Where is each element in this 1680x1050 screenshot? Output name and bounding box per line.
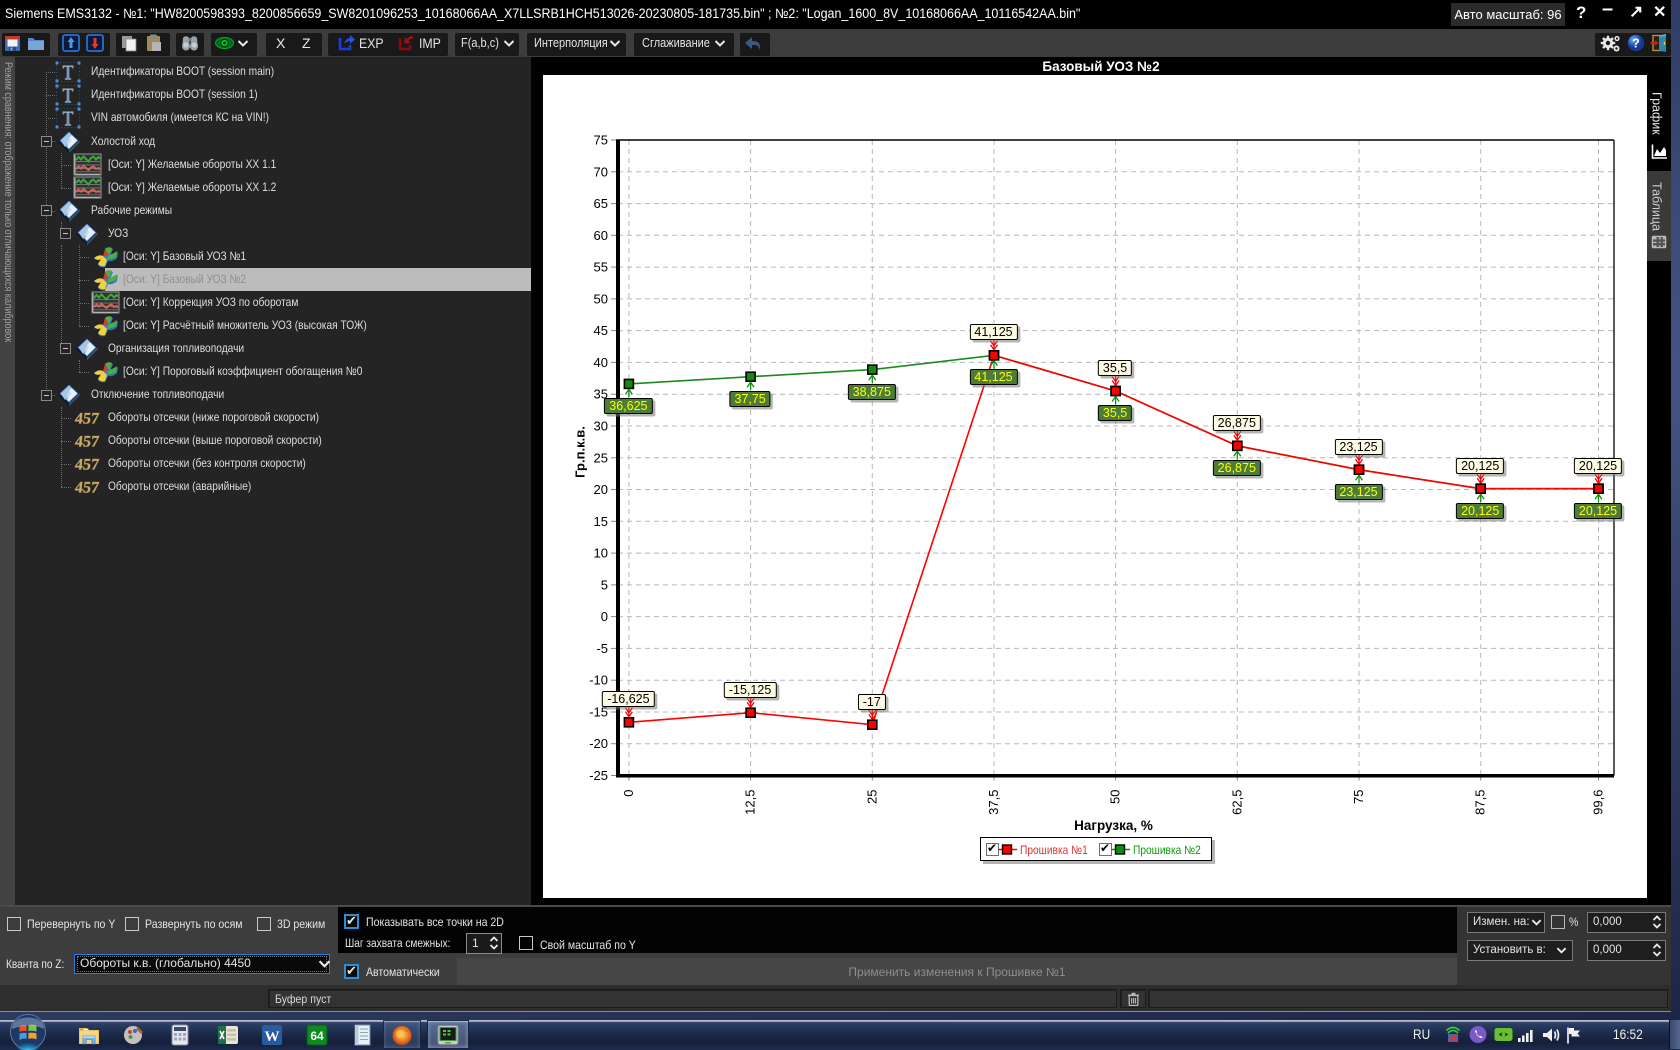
svg-text:Гр.п.к.в.: Гр.п.к.в. xyxy=(572,426,587,478)
svg-text:64: 64 xyxy=(310,1029,324,1043)
svg-text:75: 75 xyxy=(593,133,607,148)
svg-text:0: 0 xyxy=(620,790,635,797)
svg-text:-25: -25 xyxy=(589,768,608,783)
svg-text:25: 25 xyxy=(864,790,879,804)
svg-text:20: 20 xyxy=(593,482,607,497)
svg-text:0: 0 xyxy=(600,609,607,624)
svg-text:30: 30 xyxy=(593,419,607,434)
svg-text:?: ? xyxy=(1632,37,1640,51)
svg-text:62,5: 62,5 xyxy=(1229,790,1244,815)
svg-text:99,6: 99,6 xyxy=(1590,790,1605,815)
svg-text:-5: -5 xyxy=(596,641,608,656)
svg-text:60: 60 xyxy=(593,228,607,243)
svg-text:40: 40 xyxy=(593,355,607,370)
svg-text:50: 50 xyxy=(593,291,607,306)
svg-text:-10: -10 xyxy=(589,673,608,688)
svg-text:-15: -15 xyxy=(589,705,608,720)
svg-text:75: 75 xyxy=(1351,790,1366,804)
svg-text:5: 5 xyxy=(600,577,607,592)
svg-text:65: 65 xyxy=(593,196,607,211)
svg-text:W: W xyxy=(265,1029,280,1045)
svg-text:70: 70 xyxy=(593,164,607,179)
svg-text:457: 457 xyxy=(74,457,100,473)
svg-text:15: 15 xyxy=(593,514,607,529)
svg-text:-20: -20 xyxy=(589,736,608,751)
svg-text:50: 50 xyxy=(1107,790,1122,804)
svg-text:457: 457 xyxy=(74,480,100,496)
svg-text:55: 55 xyxy=(593,260,607,275)
svg-text:Нагрузка, %: Нагрузка, % xyxy=(1074,818,1153,833)
svg-text:12,5: 12,5 xyxy=(742,790,757,815)
svg-text:35: 35 xyxy=(593,387,607,402)
svg-text:87,5: 87,5 xyxy=(1472,790,1487,815)
svg-text:45: 45 xyxy=(593,323,607,338)
svg-text:10: 10 xyxy=(593,546,607,561)
svg-text:457: 457 xyxy=(74,411,100,427)
svg-text:37,5: 37,5 xyxy=(986,790,1001,815)
svg-text:25: 25 xyxy=(593,450,607,465)
svg-text:457: 457 xyxy=(74,434,100,450)
